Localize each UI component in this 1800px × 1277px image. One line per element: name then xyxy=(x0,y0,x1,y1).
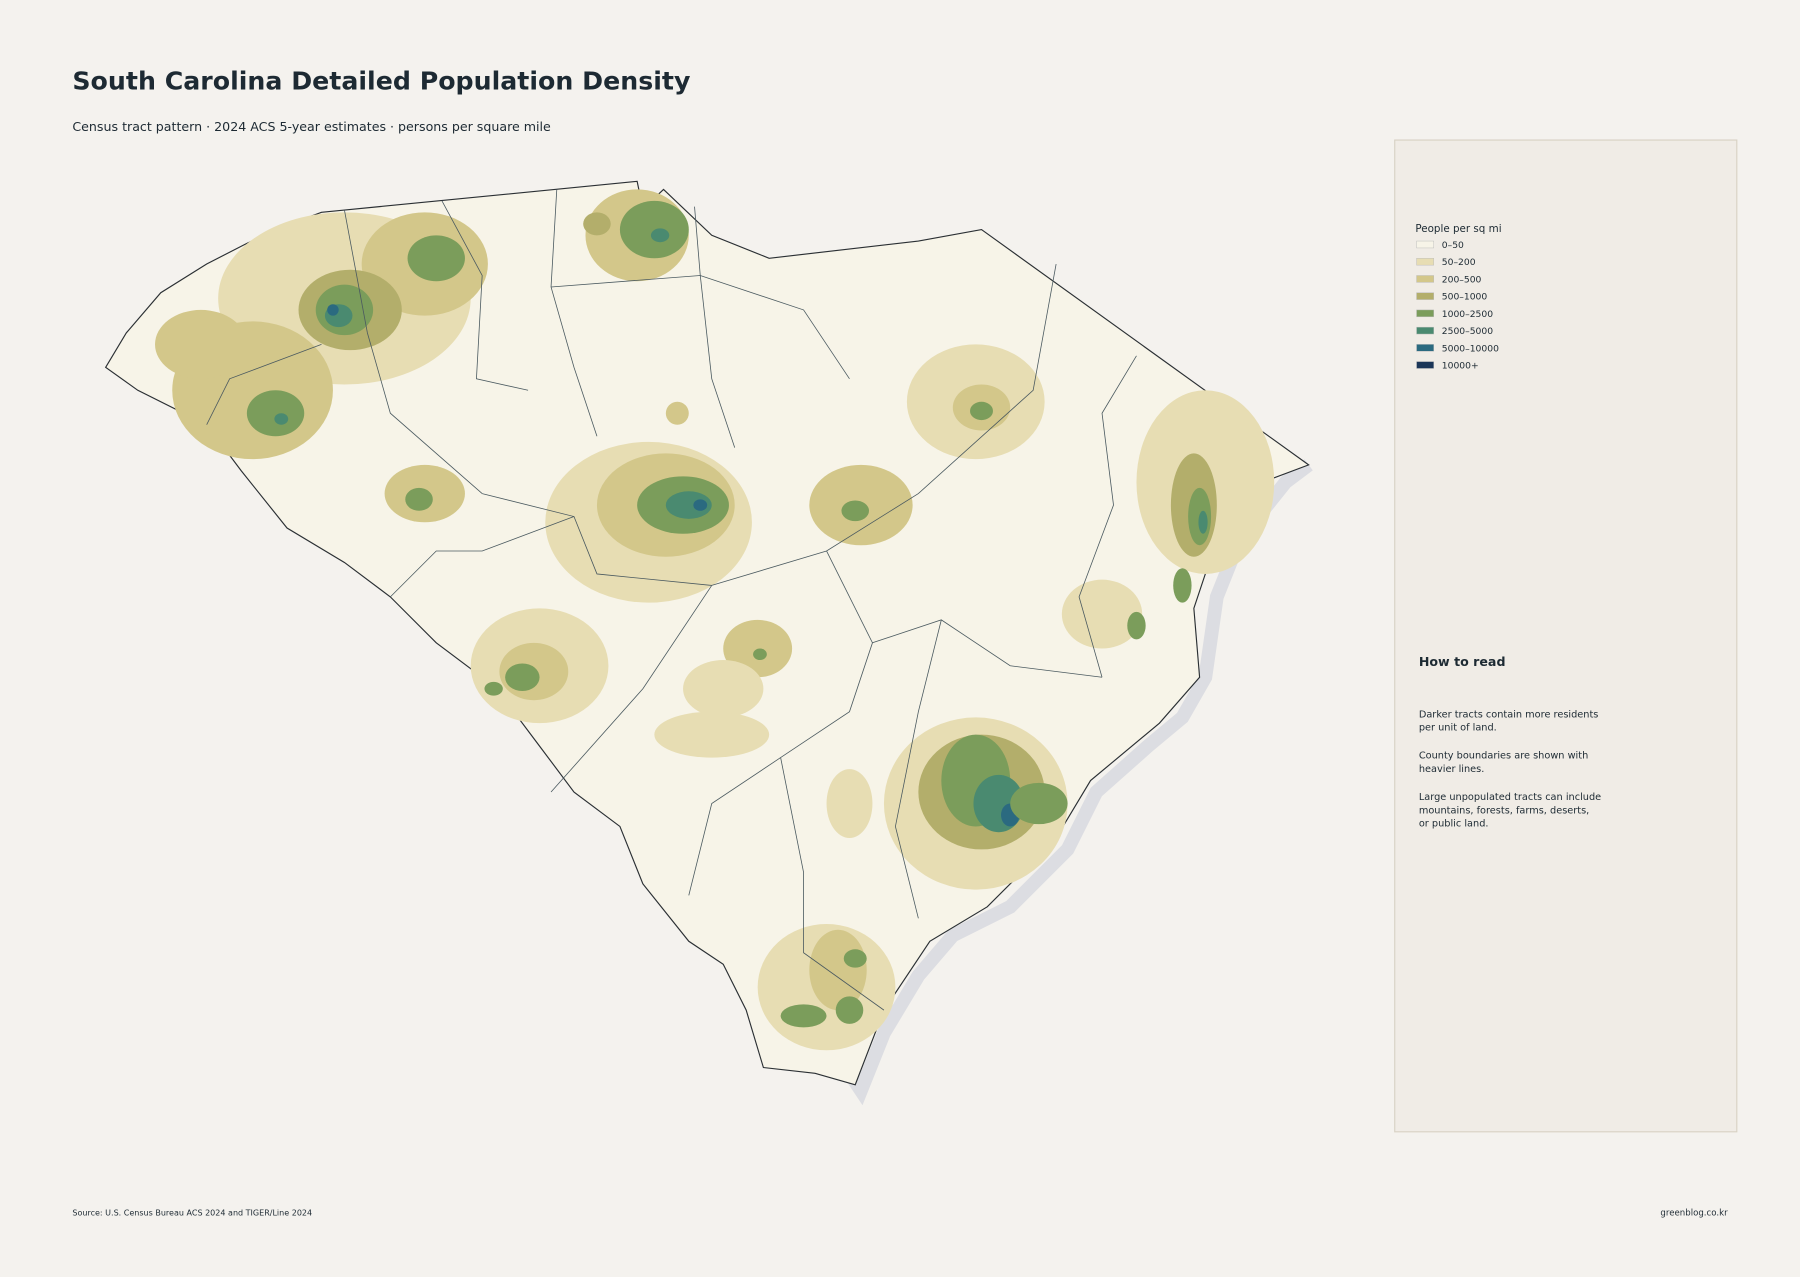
title: South Carolina Detailed Population Densi… xyxy=(72,67,690,96)
legend-label: 10000+ xyxy=(1442,360,1479,371)
notes-title: How to read xyxy=(1419,654,1506,669)
tract-fill xyxy=(1198,510,1208,534)
note-line: per unit of land. xyxy=(1419,723,1497,734)
county-line xyxy=(206,343,322,425)
tract-fill xyxy=(693,499,708,511)
legend-swatch xyxy=(1416,292,1434,300)
tract-fill xyxy=(665,401,689,425)
tract-fill xyxy=(835,996,864,1024)
legend-swatch xyxy=(1416,275,1434,283)
county-line xyxy=(390,516,575,598)
legend-swatch xyxy=(1416,309,1434,318)
note-line: or public land. xyxy=(1419,818,1489,829)
tract-fill xyxy=(484,681,503,696)
tract-fill xyxy=(1127,611,1146,640)
tract-fill xyxy=(407,235,465,282)
legend-label: 200–500 xyxy=(1442,274,1482,285)
legend: 0–50 50–200 200–500 500–1000 1000–2500 2500–5… xyxy=(1416,240,1499,371)
county-line xyxy=(550,189,598,437)
county-line xyxy=(694,206,736,448)
tract-fill xyxy=(1061,579,1143,649)
legend-swatch xyxy=(1416,240,1434,249)
tract-fill xyxy=(826,769,873,838)
source: Source: U.S. Census Bureau ACS 2024 and … xyxy=(72,1209,312,1218)
tract-fill xyxy=(809,929,867,1011)
legend-label: 500–1000 xyxy=(1442,292,1488,303)
county-line xyxy=(894,619,942,919)
tract-fill xyxy=(619,200,689,259)
legend-swatch xyxy=(1416,361,1434,369)
county-line xyxy=(711,263,1057,586)
legend-label: 1000–2500 xyxy=(1442,309,1493,320)
tract-fill xyxy=(274,413,289,425)
note-line: Large unpopulated tracts can include xyxy=(1419,792,1601,803)
legend-swatch xyxy=(1416,258,1434,266)
tract-fill xyxy=(841,500,870,522)
county-line xyxy=(551,275,850,380)
legend-label: 5000–10000 xyxy=(1442,343,1499,354)
tract-fill xyxy=(583,212,611,236)
county-line xyxy=(780,757,885,1011)
map xyxy=(104,180,1313,1106)
tract-fill xyxy=(665,491,712,519)
tract-fill xyxy=(654,711,770,758)
note-line: Darker tracts contain more residents xyxy=(1419,709,1599,720)
side-panel xyxy=(1394,139,1738,1133)
tract-fill xyxy=(505,663,540,692)
legend-title: People per sq mi xyxy=(1415,223,1501,235)
subtitle: Census tract pattern · 2024 ACS 5-year e… xyxy=(72,119,551,134)
legend-swatch xyxy=(1416,344,1434,352)
note-line: heavier lines. xyxy=(1419,764,1485,775)
county-line xyxy=(482,493,712,586)
county-line xyxy=(1078,355,1137,678)
tract-fill xyxy=(327,304,339,316)
tract-fill xyxy=(650,228,670,243)
tract-fill xyxy=(1173,568,1192,603)
tract-fill xyxy=(970,401,993,421)
legend-label: 2500–5000 xyxy=(1442,326,1493,337)
tract-fill xyxy=(405,487,433,511)
legend-label: 50–200 xyxy=(1442,257,1476,268)
county-line xyxy=(441,200,529,391)
tract-fill xyxy=(246,390,305,437)
tract-fill xyxy=(780,1004,827,1028)
tract-fill xyxy=(843,949,867,968)
notes: Darker tracts contain more residents per … xyxy=(1419,709,1601,829)
county-line xyxy=(344,209,483,494)
legend-label: 0–50 xyxy=(1442,240,1464,251)
note-line: mountains, forests, farms, deserts, xyxy=(1419,805,1589,816)
tract-fill xyxy=(155,309,247,379)
legend-swatch xyxy=(1416,326,1434,335)
tract-fill xyxy=(753,648,767,661)
tract-fills xyxy=(155,189,1275,1051)
county-lines xyxy=(206,189,1137,1011)
note-line: County boundaries are shown with xyxy=(1419,751,1588,762)
county-line xyxy=(550,585,713,793)
tract-fill xyxy=(683,660,764,718)
tract-fill xyxy=(1010,782,1068,825)
credit: greenblog.co.kr xyxy=(1660,1209,1728,1219)
